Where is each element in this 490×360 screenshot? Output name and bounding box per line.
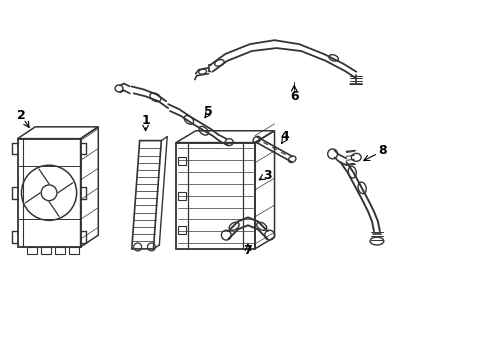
Text: 7: 7 xyxy=(244,244,252,257)
Text: 1: 1 xyxy=(141,114,150,127)
Text: 2: 2 xyxy=(17,108,26,122)
Text: 6: 6 xyxy=(290,90,298,103)
Text: 8: 8 xyxy=(379,144,387,157)
Ellipse shape xyxy=(41,185,57,201)
Text: 3: 3 xyxy=(263,168,272,181)
Text: 5: 5 xyxy=(204,105,213,118)
Text: 4: 4 xyxy=(280,130,289,143)
